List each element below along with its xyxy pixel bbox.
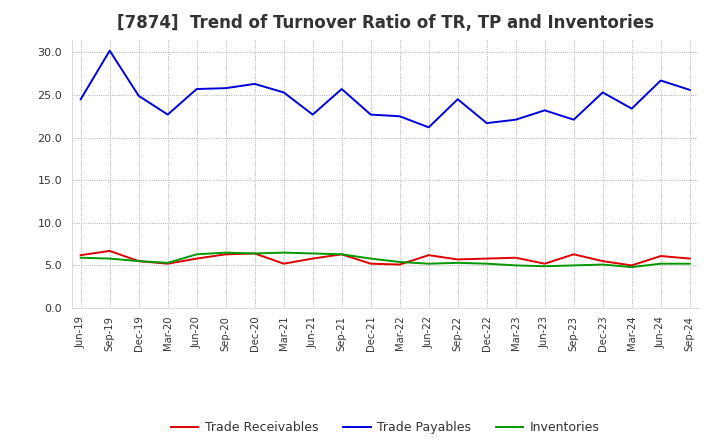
Inventories (308, 251, 317, 256)
Inventories (541, 264, 549, 269)
Inventories (76, 255, 85, 260)
Inventories (685, 261, 694, 266)
Title: [7874]  Trend of Turnover Ratio of TR, TP and Inventories: [7874] Trend of Turnover Ratio of TR, TP… (117, 15, 654, 33)
Trade Payables (657, 78, 665, 83)
Trade Payables (627, 106, 636, 111)
Trade Receivables (482, 256, 491, 261)
Trade Payables (135, 93, 143, 99)
Trade Payables (221, 85, 230, 91)
Trade Receivables (685, 256, 694, 261)
Inventories (192, 252, 201, 257)
Trade Payables (366, 112, 375, 117)
Inventories (251, 251, 259, 256)
Trade Payables (192, 86, 201, 92)
Trade Payables (685, 87, 694, 92)
Trade Receivables (192, 256, 201, 261)
Trade Payables (511, 117, 520, 122)
Inventories (482, 261, 491, 266)
Trade Receivables (366, 261, 375, 266)
Trade Payables (105, 48, 114, 53)
Trade Payables (598, 90, 607, 95)
Trade Receivables (627, 263, 636, 268)
Inventories (163, 260, 172, 265)
Trade Payables (76, 97, 85, 102)
Inventories (424, 261, 433, 266)
Line: Trade Receivables: Trade Receivables (81, 251, 690, 265)
Trade Payables (424, 125, 433, 130)
Trade Receivables (657, 253, 665, 259)
Line: Trade Payables: Trade Payables (81, 51, 690, 127)
Trade Payables (395, 114, 404, 119)
Inventories (395, 259, 404, 264)
Trade Payables (163, 112, 172, 117)
Inventories (454, 260, 462, 265)
Trade Receivables (163, 261, 172, 266)
Inventories (366, 256, 375, 261)
Inventories (279, 250, 288, 255)
Legend: Trade Receivables, Trade Payables, Inventories: Trade Receivables, Trade Payables, Inven… (166, 416, 605, 439)
Trade Payables (251, 81, 259, 87)
Trade Receivables (511, 255, 520, 260)
Trade Payables (308, 112, 317, 117)
Trade Payables (338, 86, 346, 92)
Trade Receivables (570, 252, 578, 257)
Inventories (627, 264, 636, 270)
Trade Receivables (541, 261, 549, 266)
Inventories (135, 258, 143, 264)
Trade Payables (482, 121, 491, 126)
Trade Receivables (395, 262, 404, 267)
Trade Receivables (251, 251, 259, 256)
Inventories (657, 261, 665, 266)
Trade Receivables (135, 258, 143, 264)
Line: Inventories: Inventories (81, 253, 690, 267)
Trade Receivables (105, 248, 114, 253)
Inventories (598, 262, 607, 267)
Trade Payables (279, 90, 288, 95)
Inventories (338, 252, 346, 257)
Inventories (221, 250, 230, 255)
Inventories (570, 263, 578, 268)
Trade Receivables (221, 252, 230, 257)
Trade Receivables (598, 258, 607, 264)
Trade Payables (454, 97, 462, 102)
Trade Payables (541, 108, 549, 113)
Inventories (105, 256, 114, 261)
Inventories (511, 263, 520, 268)
Trade Receivables (454, 257, 462, 262)
Trade Receivables (424, 253, 433, 258)
Trade Receivables (308, 256, 317, 261)
Trade Receivables (338, 252, 346, 257)
Trade Payables (570, 117, 578, 122)
Trade Receivables (279, 261, 288, 266)
Trade Receivables (76, 253, 85, 258)
